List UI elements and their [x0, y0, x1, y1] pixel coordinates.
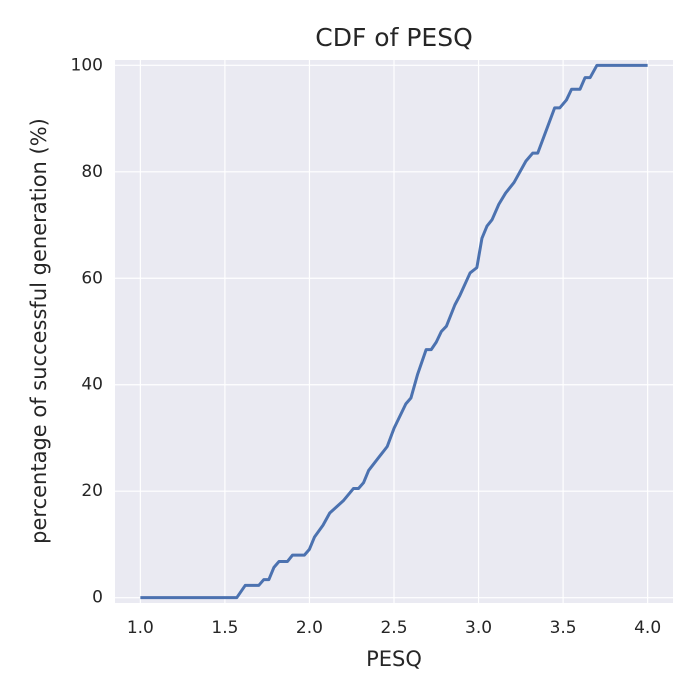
x-tick-label: 3.5 — [550, 618, 577, 638]
y-tick-label: 20 — [81, 481, 103, 501]
x-tick-label: 1.0 — [127, 618, 154, 638]
y-tick-label: 0 — [92, 588, 103, 608]
data-line — [140, 63, 648, 600]
y-tick-label: 80 — [81, 162, 103, 182]
y-tick-label: 40 — [81, 375, 103, 395]
x-axis-label: PESQ — [366, 647, 422, 671]
x-tick-label: 1.5 — [211, 618, 238, 638]
x-tick-label: 4.0 — [634, 618, 661, 638]
x-tick-label: 2.5 — [380, 618, 407, 638]
y-tick-label: 60 — [81, 268, 103, 288]
y-tick-label: 100 — [71, 55, 103, 75]
x-tick-label: 3.0 — [465, 618, 492, 638]
chart-title: CDF of PESQ — [315, 23, 473, 52]
x-tick-label: 2.0 — [296, 618, 323, 638]
y-axis-label: percentage of successful generation (%) — [27, 118, 51, 544]
